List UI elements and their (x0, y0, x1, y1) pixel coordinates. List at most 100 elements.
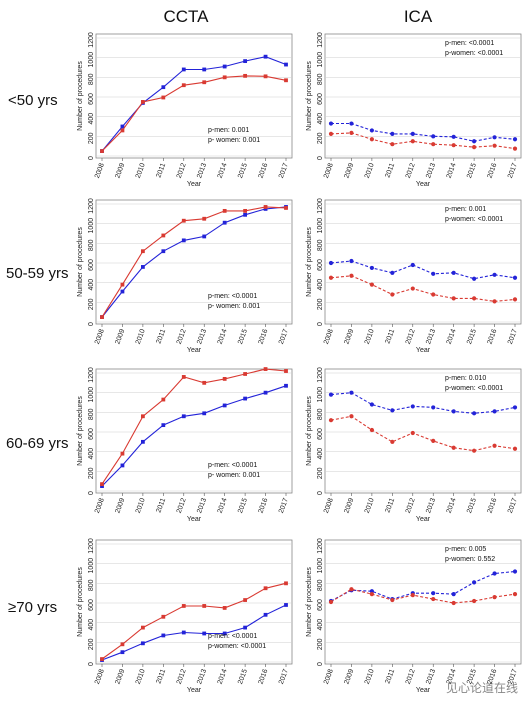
data-point-men (181, 414, 186, 419)
x-tick-label: 2015 (237, 162, 249, 179)
data-point-women (140, 249, 145, 254)
panel-ccta-3: 0 200 400 600 800 1000 1200 2008 2009 2010 2011 201… (77, 367, 293, 523)
y-tick-label: 1000 (317, 558, 324, 574)
data-point-men (222, 64, 227, 69)
data-point-women (202, 380, 207, 385)
column-title-ccta: CCTA (163, 7, 209, 26)
data-point-men (390, 131, 395, 136)
data-point-women (492, 443, 497, 448)
y-tick-label: 200 (88, 132, 95, 144)
x-axis-title: Year (416, 516, 431, 523)
data-point-women (472, 296, 477, 301)
y-tick-label: 1200 (88, 198, 95, 214)
y-tick-label: 400 (317, 619, 324, 631)
x-tick-label: 2008 (94, 497, 106, 514)
x-tick-label: 2017 (278, 668, 290, 685)
panel-ccta-4: 0 200 400 600 800 1000 1200 2008 2009 2010 2011 201… (77, 538, 293, 694)
series-line-men (330, 570, 516, 602)
x-tick-label: 2010 (364, 162, 376, 179)
x-axis-title: Year (187, 516, 202, 523)
y-tick-label: 1200 (88, 367, 95, 383)
series-line-men (101, 56, 287, 152)
data-point-women (100, 657, 104, 661)
data-point-men (120, 289, 125, 294)
y-tick-label: 0 (317, 491, 324, 495)
y-tick-label: 400 (317, 279, 324, 291)
data-point-men (120, 463, 125, 468)
x-tick-label: 2017 (507, 328, 519, 345)
p-value-text: p-men: 0.010 (445, 375, 486, 382)
data-point-men (181, 238, 186, 243)
data-point-men (410, 262, 415, 268)
y-tick-label: 400 (317, 448, 324, 460)
panel-ccta-2: 0 200 400 600 800 1000 1200 2008 2009 2010 2011 201… (77, 198, 293, 354)
y-tick-label: 0 (317, 322, 324, 326)
data-point-men (431, 591, 436, 596)
x-tick-label: 2009 (114, 497, 126, 514)
y-tick-label: 600 (88, 599, 95, 611)
data-point-women (100, 149, 104, 153)
x-tick-label: 2015 (237, 668, 249, 685)
data-point-women (181, 375, 186, 379)
data-point-men (349, 258, 354, 264)
data-point-women (390, 597, 395, 603)
plot-frame (324, 539, 522, 665)
data-point-women (328, 131, 334, 136)
x-tick-label: 2016 (258, 162, 270, 179)
data-point-women (161, 614, 166, 619)
p-value-text: p-women: <0.0001 (445, 50, 503, 57)
data-point-women (349, 587, 354, 592)
data-point-women (410, 593, 415, 598)
data-point-men (451, 409, 456, 414)
y-tick-label: 600 (317, 259, 324, 271)
panel-ica-3: 0 200 400 600 800 1000 1200 2008 2009 2010 2011 201… (306, 367, 522, 523)
data-point-women (390, 142, 395, 147)
p-value-text: p-men: <0.0001 (208, 633, 257, 640)
x-tick-label: 2008 (94, 162, 106, 179)
series-line-men (330, 260, 516, 280)
series-line-women (330, 132, 516, 150)
x-tick-label: 2017 (278, 497, 290, 514)
data-point-women (161, 95, 166, 100)
p-value-text: p- women: 0.001 (208, 472, 260, 479)
x-tick-label: 2017 (507, 162, 519, 179)
data-point-men (451, 134, 456, 139)
x-tick-label: 2009 (114, 328, 126, 345)
y-tick-label: 1200 (317, 198, 324, 214)
p-value-text: p-men: <0.0001 (208, 293, 257, 300)
y-tick-label: 600 (317, 93, 324, 105)
x-tick-label: 2016 (487, 668, 499, 685)
y-tick-label: 1000 (317, 218, 324, 234)
data-point-men (120, 124, 125, 129)
y-axis-title: Number of procedures (77, 567, 84, 637)
data-point-men (369, 265, 374, 271)
row-label-50-59: 50-59 yrs (6, 265, 69, 282)
x-tick-label: 2014 (446, 497, 458, 514)
series-line-men (331, 122, 516, 142)
data-point-women (140, 625, 145, 630)
data-point-men (390, 270, 395, 275)
panel-ccta-1: 0 200 400 600 800 1000 1200 2008 2009 2010 2011 201… (77, 32, 293, 188)
data-point-women (284, 206, 288, 210)
x-tick-label: 2010 (135, 497, 147, 514)
row-label-under-50: <50 yrs (8, 92, 58, 109)
x-tick-label: 2013 (425, 328, 437, 345)
data-point-men (472, 580, 477, 585)
data-point-men (472, 139, 477, 144)
y-tick-label: 1200 (88, 538, 95, 554)
y-tick-label: 800 (88, 579, 95, 591)
y-tick-label: 200 (317, 638, 324, 650)
y-tick-label: 1200 (317, 367, 324, 383)
x-tick-label: 2012 (405, 162, 417, 179)
x-tick-label: 2012 (176, 668, 188, 685)
x-tick-label: 2016 (258, 668, 270, 685)
data-point-women (349, 414, 354, 419)
y-tick-label: 1000 (317, 52, 324, 68)
p-value-text: p-men: 0.001 (208, 127, 249, 134)
data-point-women (263, 74, 268, 79)
y-tick-label: 400 (88, 279, 95, 291)
data-point-men (222, 631, 227, 636)
y-tick-label: 1200 (317, 538, 324, 554)
y-tick-label: 1000 (88, 558, 95, 574)
data-point-women (410, 139, 415, 144)
